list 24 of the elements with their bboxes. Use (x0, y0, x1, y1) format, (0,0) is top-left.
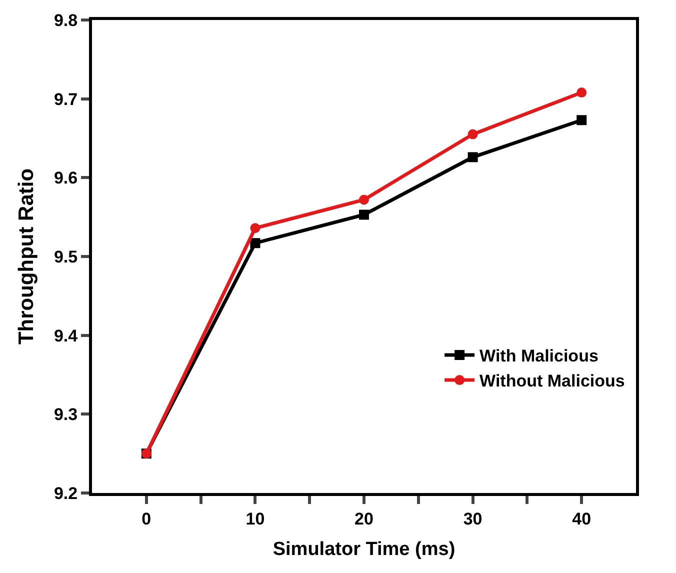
point (468, 152, 478, 162)
legend-label: Without Malicious (480, 372, 625, 391)
x-tick-label: 10 (246, 509, 265, 528)
point (250, 223, 260, 234)
y-tick-label: 9.4 (54, 326, 78, 346)
x-tick-label: 30 (463, 509, 482, 528)
y-tick-label: 9.7 (54, 90, 78, 109)
y-axis-title: Throughput Ratio (15, 168, 38, 345)
y-tick-label: 9.8 (54, 10, 78, 30)
point (250, 238, 260, 248)
legend-label: With Malicious (480, 346, 598, 366)
x-tick-label: 0 (142, 509, 152, 528)
x-axis-title: Simulator Time (ms) (272, 539, 456, 560)
y-tick-label: 9.3 (54, 405, 78, 424)
x-tick-label: 40 (572, 509, 592, 528)
point (359, 210, 369, 220)
point (468, 129, 478, 140)
y-tick-label: 9.6 (54, 168, 78, 188)
point (576, 88, 587, 98)
y-tick-label: 9.5 (54, 247, 78, 266)
point (359, 194, 369, 205)
x-tick-label: 20 (354, 509, 374, 528)
point (576, 115, 587, 126)
y-tick-label: 9.2 (54, 484, 78, 503)
